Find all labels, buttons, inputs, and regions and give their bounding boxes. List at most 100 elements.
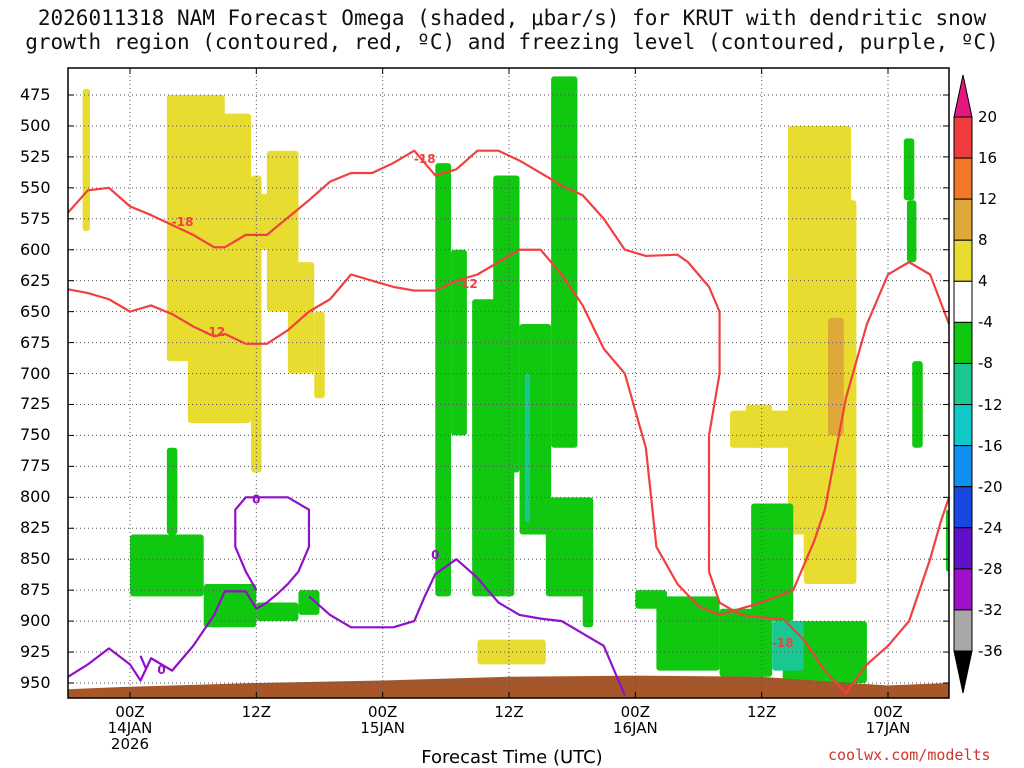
freezing-level-line [308,558,626,696]
colorbar-label: -28 [978,559,1003,578]
colorbar-band [953,404,973,447]
omega_negative_4_8-cell [298,590,320,615]
omega_negative_4_8-cell [256,602,299,622]
y-tick-label: 725 [20,394,51,414]
y-tick-label: 525 [20,146,51,166]
omega_negative_4_8-cell [912,361,923,448]
y-tick-label: 650 [20,301,51,321]
y-tick-label: 800 [20,487,51,507]
omega_negative_8_12-cell [772,621,804,671]
colorbar-band [953,198,973,241]
x-tick-label: 12Z [746,703,777,721]
dgz-contour-label: -18 [772,636,794,650]
colorbar-band [953,568,973,611]
terrain-surface [68,675,949,698]
omega_negative_4_8-cell [166,447,178,535]
omega_positive_8_12-cell [827,317,844,436]
omega_negative_4_8-cell [545,497,594,597]
omega_negative_4_8-cell [551,76,578,448]
y-tick-label: 600 [20,239,51,259]
chart-title-line1: 2026011318 NAM Forecast Omega (shaded, μ… [37,6,987,30]
omega_negative_4_8-cell [945,509,949,572]
x-tick-label: 00Z 15JAN [360,703,406,737]
colorbar-label: 8 [978,231,988,250]
x-tick-label: 00Z 17JAN [865,703,911,737]
colorbar-label: 20 [978,108,998,126]
colorbar-band [953,486,973,529]
x-tick-label: 00Z 14JAN 2026 [107,703,153,753]
contour-layer: -18 -18 -12 -12 -18 0 0 0 [67,149,951,696]
colorbar-label: -16 [978,436,1003,455]
freezing-level-label: 0 [252,492,260,506]
y-tick-label: 850 [20,549,51,569]
colorbar-label: -20 [978,477,1003,496]
y-tick-label: 625 [20,270,51,290]
dgz-contour-line [67,149,951,695]
omega_negative_4_8-cell [130,534,204,597]
colorbar-band [953,527,973,570]
y-tick-label: 825 [20,518,51,538]
dgz-contour-line [67,248,951,617]
x-axis-title: Forecast Time (UTC) [421,747,603,768]
dgz-contour-label: -18 [172,215,194,229]
x-tick-label: 12Z [241,703,272,721]
colorbar-band [953,321,973,364]
terrain-layer [68,675,949,698]
omega_negative_4_8-cell [451,249,467,436]
omega_negative_8_12-cell [524,373,531,523]
colorbar-label: 12 [978,190,998,209]
colorbar-label: -24 [978,518,1003,537]
colorbar-band [953,362,973,406]
grid-layer [68,68,949,698]
omega_negative_4_8-cell [635,590,667,609]
colorbar-bottom-arrow [953,650,973,694]
freezing-level-line [67,496,311,682]
colorbar-label: 4 [978,272,988,291]
omega_negative_4_8-cell [903,138,915,201]
dgz-contour-label: -12 [203,325,225,339]
colorbar-label: 16 [978,149,998,168]
y-tick-label: 575 [20,208,51,228]
colorbar-label: -8 [978,354,993,373]
y-tick-label: 500 [20,115,51,135]
y-tick-label: 900 [20,611,51,631]
colorbar-band [953,116,973,159]
colorbar-band [953,157,973,200]
dgz-contour-label: -18 [414,152,436,166]
omega_positive_4_8-cell [477,639,546,665]
omega_positive_4_8-cell [82,88,90,232]
omega_positive_4_8-cell [314,311,325,399]
freezing-level-label: 0 [157,663,165,677]
y-tick-label: 550 [20,177,51,197]
omega_negative_4_8-cell [719,608,773,677]
colorbar-label: -12 [978,395,1003,414]
y-tick-label: 675 [20,332,51,352]
omega_negative_4_8-cell [435,163,452,597]
chart-title-line2: growth region (contoured, red, ºC) and f… [25,30,999,54]
axis-ticks [68,68,949,698]
colorbar-label: -4 [978,313,993,332]
freezing-level-line [139,655,147,669]
omega_positive_4_8-cell [187,113,252,424]
omega_positive_4_8-cell [745,404,773,448]
y-tick-label: 775 [20,456,51,476]
colorbar-band [953,239,973,282]
colorbar-band [953,280,973,323]
y-tick-label: 700 [20,363,51,383]
omega_negative_4_8-cell [906,200,917,263]
credit-text: coolwx.com/modelts [828,746,991,764]
colorbar-band [953,609,973,652]
omega_negative_4_8-cell [582,546,594,628]
freezing-level-label: 0 [431,548,439,562]
y-tick-label: 925 [20,642,51,662]
y-tick-label: 950 [20,673,51,692]
colorbar-band [953,445,973,488]
y-tick-label: 875 [20,580,51,600]
colorbar-label: -36 [978,642,1003,660]
colorbar-label: -32 [978,600,1003,619]
y-tick-label: 475 [20,85,51,104]
omega_negative_4_8-cell [493,175,520,473]
dgz-contour-label: -12 [456,277,478,291]
colorbar [953,74,973,694]
